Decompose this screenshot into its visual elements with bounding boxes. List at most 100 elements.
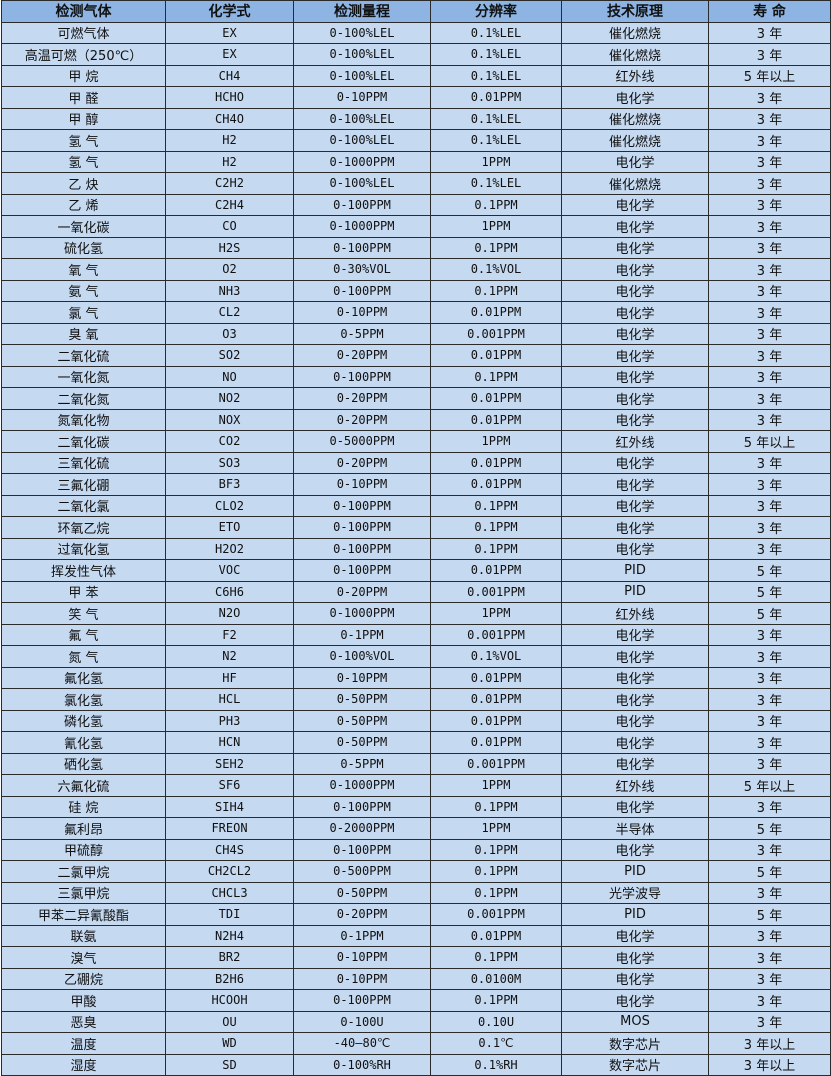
header-lifespan: 寿 命 — [708, 0, 831, 23]
resolution: 0.1PPM — [430, 193, 562, 216]
lifespan: 3 年 — [708, 473, 831, 496]
lifespan: 3 年 — [708, 731, 831, 754]
detection-range: 0-100%LEL — [293, 107, 431, 130]
gas-name: 氢 气 — [1, 150, 166, 173]
gas-name: 过氧化氢 — [1, 537, 166, 560]
lifespan: 3 年 — [708, 387, 831, 410]
gas-name: 联氨 — [1, 924, 166, 947]
chemical-formula: NO2 — [165, 387, 294, 410]
detection-range: 0-100PPM — [293, 559, 431, 582]
gas-name: 甲硫醇 — [1, 838, 166, 861]
lifespan: 3 年 — [708, 258, 831, 281]
gas-name: 氟利昂 — [1, 817, 166, 840]
chemical-formula: C2H4 — [165, 193, 294, 216]
gas-name: 可燃气体 — [1, 21, 166, 44]
detection-range: 0-20PPM — [293, 344, 431, 367]
gas-name: 氟 气 — [1, 623, 166, 646]
chemical-formula: NOX — [165, 408, 294, 431]
lifespan: 3 年 — [708, 752, 831, 775]
chemical-formula: CH4S — [165, 838, 294, 861]
resolution: 0.001PPM — [430, 322, 562, 345]
principle: 电化学 — [561, 215, 709, 238]
resolution: 0.1%LEL — [430, 172, 562, 195]
principle: 电化学 — [561, 989, 709, 1012]
principle: 数字芯片 — [561, 1053, 709, 1076]
lifespan: 3 年 — [708, 838, 831, 861]
chemical-formula: BF3 — [165, 473, 294, 496]
resolution: 0.01PPM — [430, 301, 562, 324]
chemical-formula: H2 — [165, 150, 294, 173]
resolution: 0.1%LEL — [430, 21, 562, 44]
resolution: 0.1%RH — [430, 1053, 562, 1076]
table-row: 二氧化碳 CO2 0-5000PPM 1PPM 红外线 5 年以上 — [1, 430, 831, 453]
table-row: 湿度 SD 0-100%RH 0.1%RH 数字芯片 3 年以上 — [1, 1053, 831, 1076]
lifespan: 5 年 — [708, 903, 831, 926]
resolution: 0.01PPM — [430, 688, 562, 711]
table-row: 氯化氢 HCL 0-50PPM 0.01PPM 电化学 3 年 — [1, 688, 831, 711]
resolution: 1PPM — [430, 602, 562, 625]
lifespan: 5 年 — [708, 602, 831, 625]
table-row: 甲 醛 HCHO 0-10PPM 0.01PPM 电化学 3 年 — [1, 86, 831, 109]
detection-range: 0-20PPM — [293, 408, 431, 431]
chemical-formula: C6H6 — [165, 580, 294, 603]
detection-range: 0-100%LEL — [293, 129, 431, 152]
gas-name: 氯化氢 — [1, 688, 166, 711]
table-row: 可燃气体 EX 0-100%LEL 0.1%LEL 催化燃烧 3 年 — [1, 21, 831, 44]
lifespan: 3 年 — [708, 43, 831, 66]
chemical-formula: SD — [165, 1053, 294, 1076]
resolution: 0.1PPM — [430, 365, 562, 388]
table-row: 氢 气 H2 0-100%LEL 0.1%LEL 催化燃烧 3 年 — [1, 129, 831, 152]
lifespan: 5 年 — [708, 817, 831, 840]
resolution: 0.1PPM — [430, 838, 562, 861]
resolution: 0.001PPM — [430, 623, 562, 646]
gas-name: 甲 烷 — [1, 64, 166, 87]
header-range: 检测量程 — [293, 0, 431, 23]
table-row: 六氟化硫 SF6 0-1000PPM 1PPM 红外线 5 年以上 — [1, 774, 831, 797]
resolution: 1PPM — [430, 150, 562, 173]
detection-range: 0-100PPM — [293, 989, 431, 1012]
detection-range: 0-50PPM — [293, 881, 431, 904]
resolution: 0.1PPM — [430, 795, 562, 818]
detection-range: 0-100%LEL — [293, 43, 431, 66]
chemical-formula: EX — [165, 43, 294, 66]
table-row: 氰化氢 HCN 0-50PPM 0.01PPM 电化学 3 年 — [1, 731, 831, 754]
chemical-formula: NH3 — [165, 279, 294, 302]
gas-name: 氟化氢 — [1, 666, 166, 689]
principle: 电化学 — [561, 494, 709, 517]
principle: 电化学 — [561, 322, 709, 345]
resolution: 0.10U — [430, 1010, 562, 1033]
table-row: 一氧化碳 CO 0-1000PPM 1PPM 电化学 3 年 — [1, 215, 831, 238]
gas-name: 溴气 — [1, 946, 166, 969]
gas-name: 一氧化氮 — [1, 365, 166, 388]
table-row: 甲 醇 CH4O 0-100%LEL 0.1%LEL 催化燃烧 3 年 — [1, 107, 831, 130]
resolution: 0.1%LEL — [430, 129, 562, 152]
lifespan: 3 年 — [708, 408, 831, 431]
principle: 电化学 — [561, 279, 709, 302]
detection-range: 0-1000PPM — [293, 602, 431, 625]
principle: PID — [561, 860, 709, 883]
lifespan: 3 年 — [708, 1010, 831, 1033]
resolution: 0.01PPM — [430, 387, 562, 410]
detection-range: 0-100PPM — [293, 193, 431, 216]
gas-name: 三氯甲烷 — [1, 881, 166, 904]
resolution: 0.1%LEL — [430, 64, 562, 87]
detection-range: 0-100%LEL — [293, 21, 431, 44]
chemical-formula: SF6 — [165, 774, 294, 797]
table-row: 氮氧化物 NOX 0-20PPM 0.01PPM 电化学 3 年 — [1, 408, 831, 431]
detection-range: 0-100PPM — [293, 795, 431, 818]
lifespan: 3 年 — [708, 881, 831, 904]
principle: 电化学 — [561, 365, 709, 388]
principle: 电化学 — [561, 731, 709, 754]
lifespan: 5 年以上 — [708, 430, 831, 453]
table-row: 恶臭 OU 0-100U 0.10U MOS 3 年 — [1, 1010, 831, 1033]
chemical-formula: OU — [165, 1010, 294, 1033]
resolution: 0.1PPM — [430, 236, 562, 259]
resolution: 0.01PPM — [430, 731, 562, 754]
detection-range: 0-100PPM — [293, 494, 431, 517]
table-row: 温度 WD -40—80℃ 0.1℃ 数字芯片 3 年以上 — [1, 1032, 831, 1055]
resolution: 0.01PPM — [430, 451, 562, 474]
chemical-formula: CL2 — [165, 301, 294, 324]
gas-name: 氮氧化物 — [1, 408, 166, 431]
chemical-formula: H2 — [165, 129, 294, 152]
principle: 电化学 — [561, 258, 709, 281]
